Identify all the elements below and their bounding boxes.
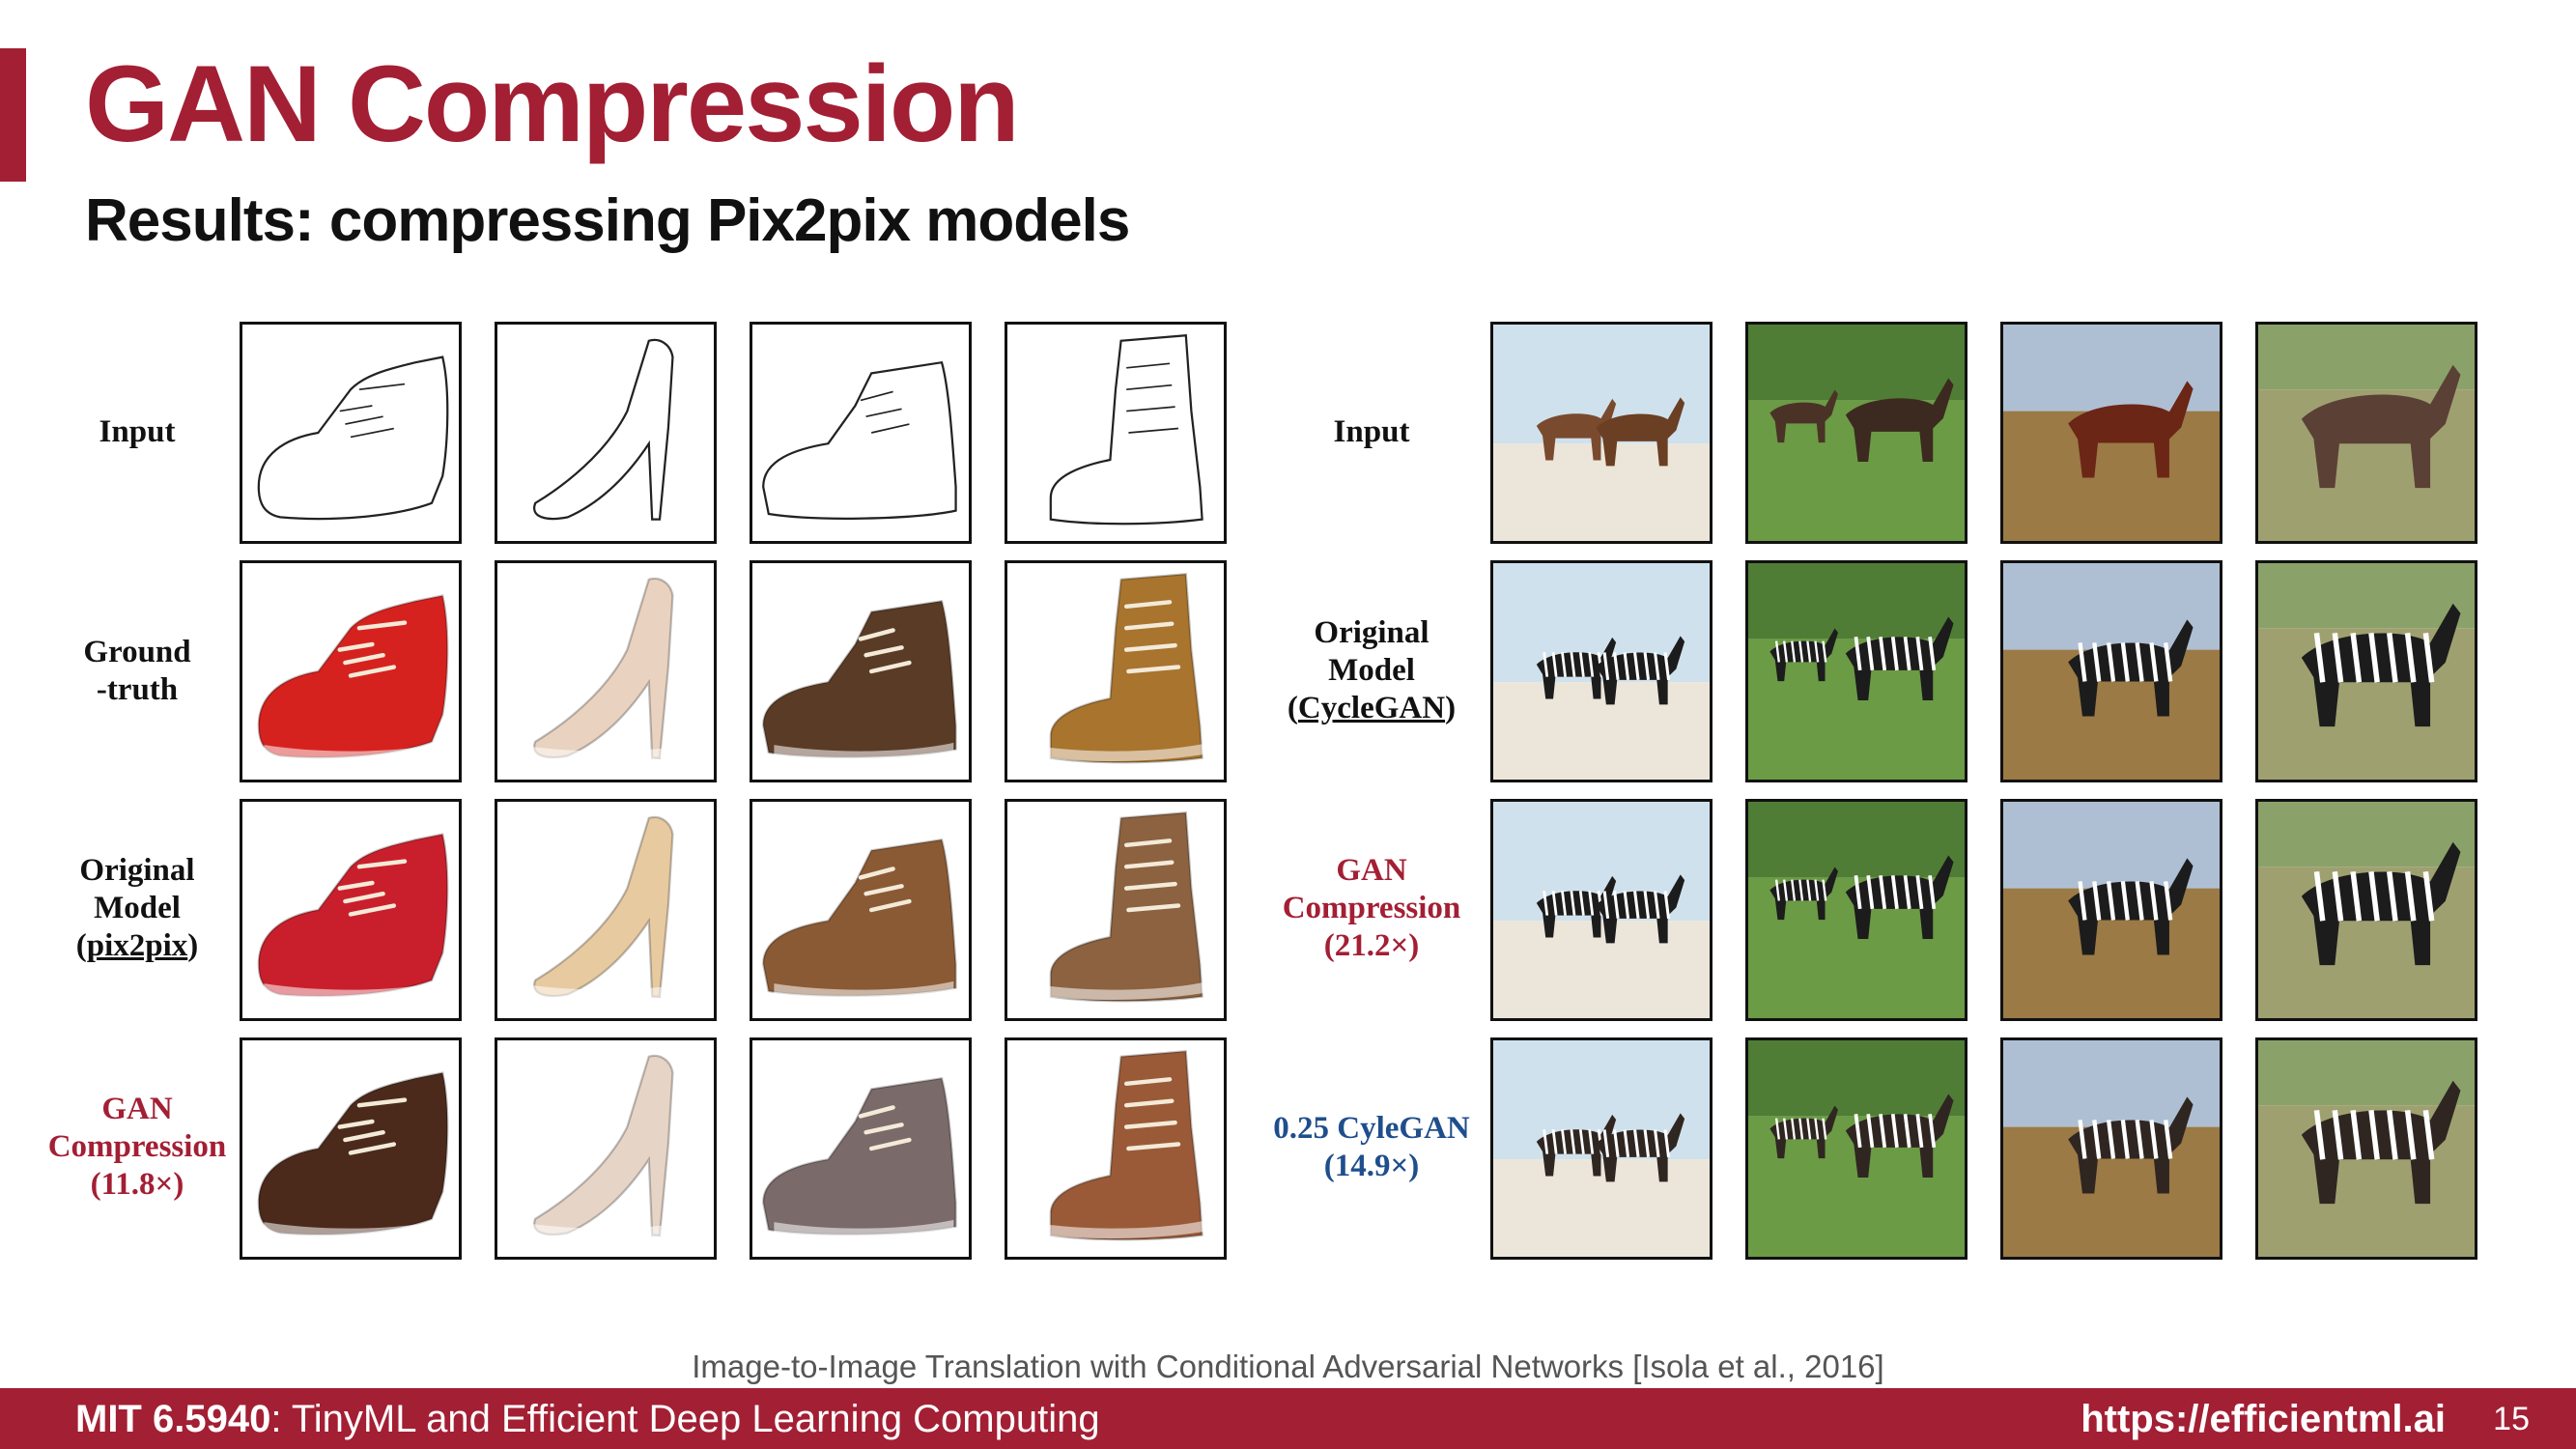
horse-image-original-model-3 xyxy=(2000,560,2222,782)
horse-image-input-1 xyxy=(1490,322,1713,544)
shoe-image-gan-compression-3 xyxy=(750,1037,972,1260)
shoe-image-ground-truth-3 xyxy=(750,560,972,782)
shoe-image-input-3 xyxy=(750,322,972,544)
shoe-image-input-1 xyxy=(240,322,462,544)
horse-image-quarter-cyclegan-4 xyxy=(2255,1037,2477,1260)
citation: Image-to-Image Translation with Conditio… xyxy=(692,1349,1884,1384)
shoe-image-input-4 xyxy=(1005,322,1227,544)
slide-subtitle: Results: compressing Pix2pix models xyxy=(85,187,1130,254)
horse-image-input-4 xyxy=(2255,322,2477,544)
horse-image-gan-compression-1 xyxy=(1490,799,1713,1021)
pix2pix-link[interactable]: pix2pix xyxy=(86,928,188,963)
horse-image-original-model-1 xyxy=(1490,560,1713,782)
horse-image-original-model-4 xyxy=(2255,560,2477,782)
page-number: 15 xyxy=(2493,1401,2530,1437)
shoe-image-gan-compression-4 xyxy=(1005,1037,1227,1260)
horse-image-gan-compression-3 xyxy=(2000,799,2222,1021)
footer-bar: MIT 6.5940: TinyML and Efficient Deep Le… xyxy=(0,1388,2576,1449)
horse-image-quarter-cyclegan-3 xyxy=(2000,1037,2222,1260)
shoe-image-input-2 xyxy=(495,322,717,544)
right-label-original-model: Original Model (CycleGAN) xyxy=(1287,615,1457,725)
left-label-gan-compression: GAN Compression (11.8×) xyxy=(47,1092,227,1202)
shoe-image-gan-compression-1 xyxy=(240,1037,462,1260)
right-label-quarter-cyclegan: 0.25 CyleGAN (14.9×) xyxy=(1273,1111,1470,1183)
shoe-image-original-model-4 xyxy=(1005,799,1227,1021)
horse-image-gan-compression-4 xyxy=(2255,799,2477,1021)
shoe-image-ground-truth-1 xyxy=(240,560,462,782)
cyclegan-link[interactable]: CycleGAN xyxy=(1297,691,1446,725)
shoe-image-gan-compression-2 xyxy=(495,1037,717,1260)
shoe-image-original-model-1 xyxy=(240,799,462,1021)
course-url-link[interactable]: https://efficientml.ai xyxy=(2081,1398,2446,1440)
title-accent-bar xyxy=(0,48,26,182)
left-label-original-model: Original Model (pix2pix) xyxy=(75,853,199,963)
shoe-image-ground-truth-4 xyxy=(1005,560,1227,782)
shoe-image-original-model-3 xyxy=(750,799,972,1021)
left-label-input: Input xyxy=(99,414,176,449)
horse-image-quarter-cyclegan-1 xyxy=(1490,1037,1713,1260)
horse-image-input-3 xyxy=(2000,322,2222,544)
horse-image-input-2 xyxy=(1745,322,1967,544)
shoe-image-original-model-2 xyxy=(495,799,717,1021)
slide-title: GAN Compression xyxy=(85,43,1020,164)
horse-image-quarter-cyclegan-2 xyxy=(1745,1037,1967,1260)
left-label-ground-truth: Ground -truth xyxy=(83,635,191,707)
shoe-image-ground-truth-2 xyxy=(495,560,717,782)
horse-image-original-model-2 xyxy=(1745,560,1967,782)
right-label-input: Input xyxy=(1333,414,1410,449)
horse-image-gan-compression-2 xyxy=(1745,799,1967,1021)
right-label-gan-compression: GAN Compression (21.2×) xyxy=(1282,853,1461,963)
course-title: MIT 6.5940: TinyML and Efficient Deep Le… xyxy=(75,1398,1100,1440)
